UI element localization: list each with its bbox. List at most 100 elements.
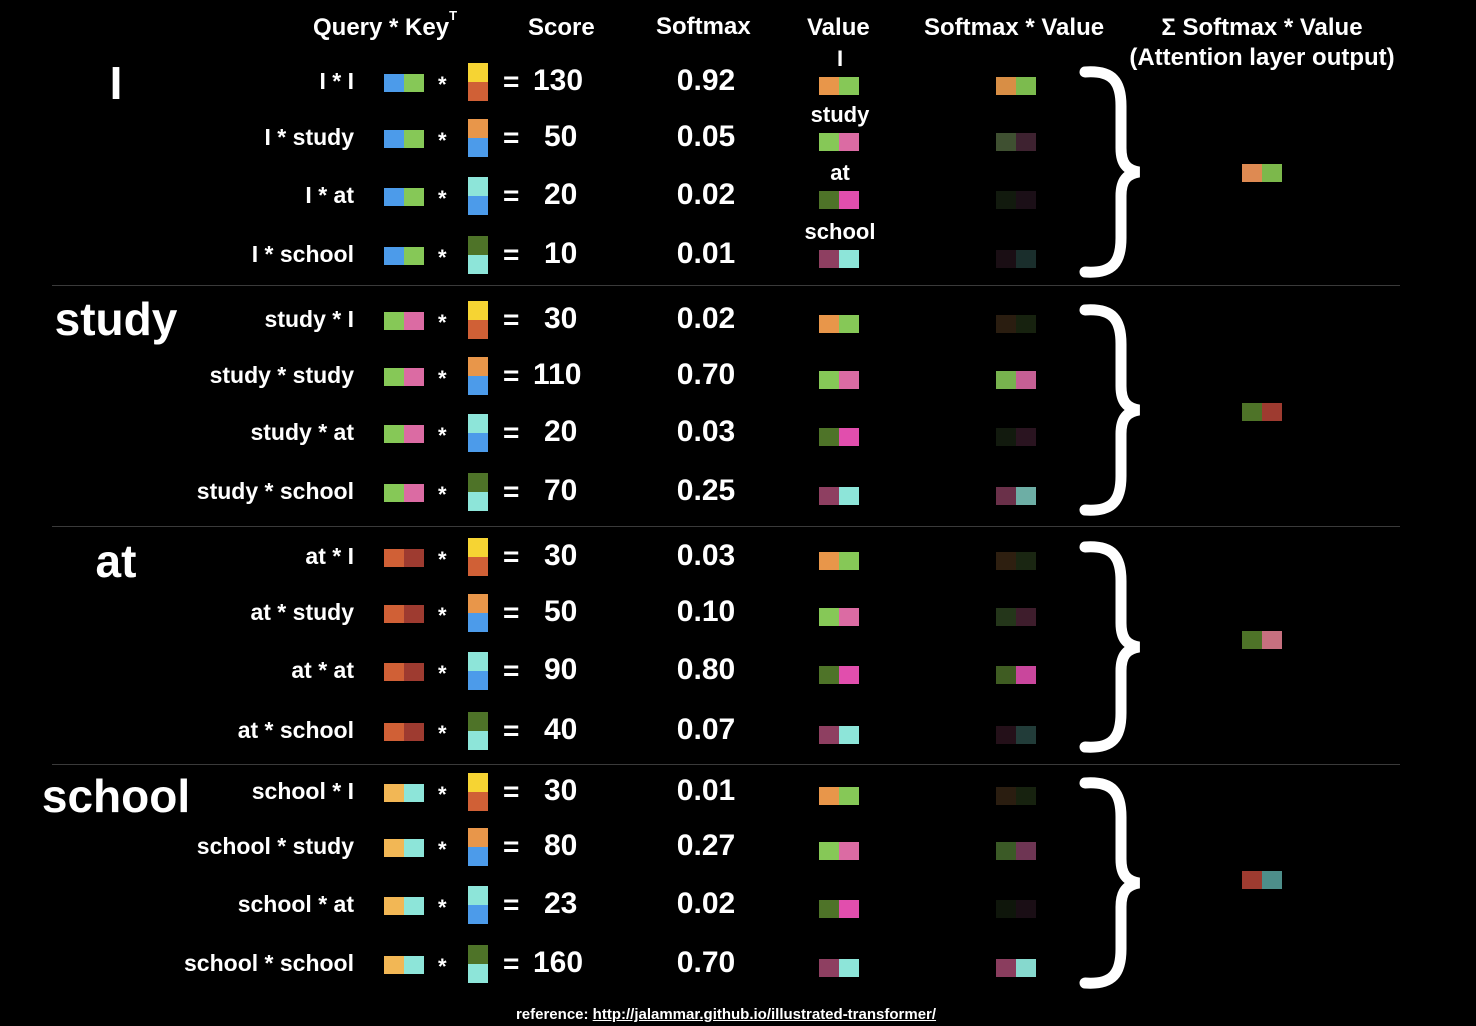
query-vector-cell [404, 74, 424, 92]
header-score: Score [528, 14, 595, 41]
pair-label: I * at [305, 182, 354, 208]
value-vector [819, 787, 859, 805]
header-query-key: Query * KeyT [313, 8, 457, 42]
value-vector [819, 842, 859, 860]
key-vector-cell [468, 964, 488, 983]
equals-sign: = [503, 948, 520, 979]
key-vector [468, 886, 488, 924]
attention-output-vector-cell [1262, 164, 1282, 182]
weighted-value-vector [996, 250, 1036, 268]
softmax-value: 0.01 [676, 774, 736, 807]
section-separator [52, 764, 1400, 765]
reference-link[interactable]: http://jalammar.github.io/illustrated-tr… [592, 1006, 937, 1023]
weighted-value-vector-cell [1016, 250, 1036, 268]
value-vector-cell [839, 959, 859, 977]
weighted-value-vector [996, 608, 1036, 626]
weighted-value-vector-cell [996, 428, 1016, 446]
query-vector [384, 549, 424, 567]
score-value: 90 [544, 653, 578, 686]
value-vector-cell [819, 250, 839, 268]
key-vector-cell [468, 847, 488, 866]
weighted-value-vector-cell [1016, 487, 1036, 505]
weighted-value-vector [996, 900, 1036, 918]
attention-output-vector-cell [1262, 403, 1282, 421]
sum-brace [1079, 304, 1141, 516]
softmax-value: 0.02 [676, 302, 736, 335]
weighted-value-vector-cell [1016, 726, 1036, 744]
weighted-value-vector-cell [996, 77, 1016, 95]
weighted-value-vector-cell [1016, 787, 1036, 805]
value-vector [819, 133, 859, 151]
multiply-sign: * [438, 547, 447, 572]
value-vector-cell [839, 250, 859, 268]
key-vector [468, 236, 488, 274]
query-vector-cell [404, 784, 424, 802]
weighted-value-vector [996, 428, 1036, 446]
weighted-value-vector [996, 133, 1036, 151]
softmax-value: 0.05 [676, 120, 736, 153]
pair-label: school * I [251, 778, 354, 804]
key-vector-cell [468, 731, 488, 750]
score-value: 50 [544, 120, 578, 153]
weighted-value-vector-cell [1016, 191, 1036, 209]
value-word-label: at [830, 160, 850, 185]
value-vector-cell [819, 787, 839, 805]
multiply-sign: * [438, 895, 447, 920]
weighted-value-vector-cell [996, 487, 1016, 505]
weighted-value-vector-cell [1016, 666, 1036, 684]
key-vector-cell [468, 828, 488, 847]
value-vector-cell [839, 371, 859, 389]
pair-label: school * at [237, 891, 354, 917]
pair-label: school * school [184, 950, 354, 976]
weighted-value-vector-cell [996, 315, 1016, 333]
key-vector-cell [468, 301, 488, 320]
query-vector-cell [384, 484, 404, 502]
header-value: Value [807, 14, 870, 41]
key-vector-cell [468, 82, 488, 101]
key-vector-cell [468, 138, 488, 157]
equals-sign: = [503, 597, 520, 628]
value-vector-cell [839, 428, 859, 446]
query-vector-cell [384, 74, 404, 92]
query-vector-cell [404, 312, 424, 330]
key-vector-cell [468, 376, 488, 395]
query-vector-cell [404, 956, 424, 974]
score-value: 110 [533, 358, 582, 391]
weighted-value-vector-cell [996, 191, 1016, 209]
weighted-value-vector-cell [996, 666, 1016, 684]
weighted-value-vector [996, 552, 1036, 570]
query-vector [384, 188, 424, 206]
weighted-value-vector-cell [996, 133, 1016, 151]
key-vector [468, 594, 488, 632]
multiply-sign: * [438, 661, 447, 686]
query-vector-cell [404, 368, 424, 386]
score-value: 160 [533, 946, 584, 979]
header-attention-output: Σ Softmax * Value (Attention layer outpu… [1122, 13, 1402, 73]
value-vector-cell [839, 191, 859, 209]
key-vector [468, 414, 488, 452]
score-value: 130 [533, 64, 584, 97]
weighted-value-vector [996, 77, 1036, 95]
softmax-value: 0.03 [676, 415, 736, 448]
softmax-value: 0.70 [676, 358, 736, 391]
softmax-value: 0.02 [676, 887, 736, 920]
equals-sign: = [503, 239, 520, 270]
weighted-value-vector-cell [996, 250, 1016, 268]
softmax-value: 0.10 [676, 595, 736, 628]
attention-output-vector-cell [1242, 871, 1262, 889]
key-vector [468, 828, 488, 866]
score-value: 30 [544, 302, 578, 335]
value-vector-cell [839, 133, 859, 151]
reference-line: reference: http://jalammar.github.io/ill… [0, 1006, 1452, 1023]
header-output-line2: (Attention layer output) [1129, 44, 1395, 71]
query-vector [384, 247, 424, 265]
value-vector [819, 191, 859, 209]
key-vector-cell [468, 492, 488, 511]
key-vector [468, 177, 488, 215]
pair-label: at * at [291, 657, 354, 683]
multiply-sign: * [438, 186, 447, 211]
attention-output-vector [1242, 164, 1282, 182]
query-vector-cell [384, 549, 404, 567]
query-vector-cell [384, 723, 404, 741]
key-vector [468, 63, 488, 101]
